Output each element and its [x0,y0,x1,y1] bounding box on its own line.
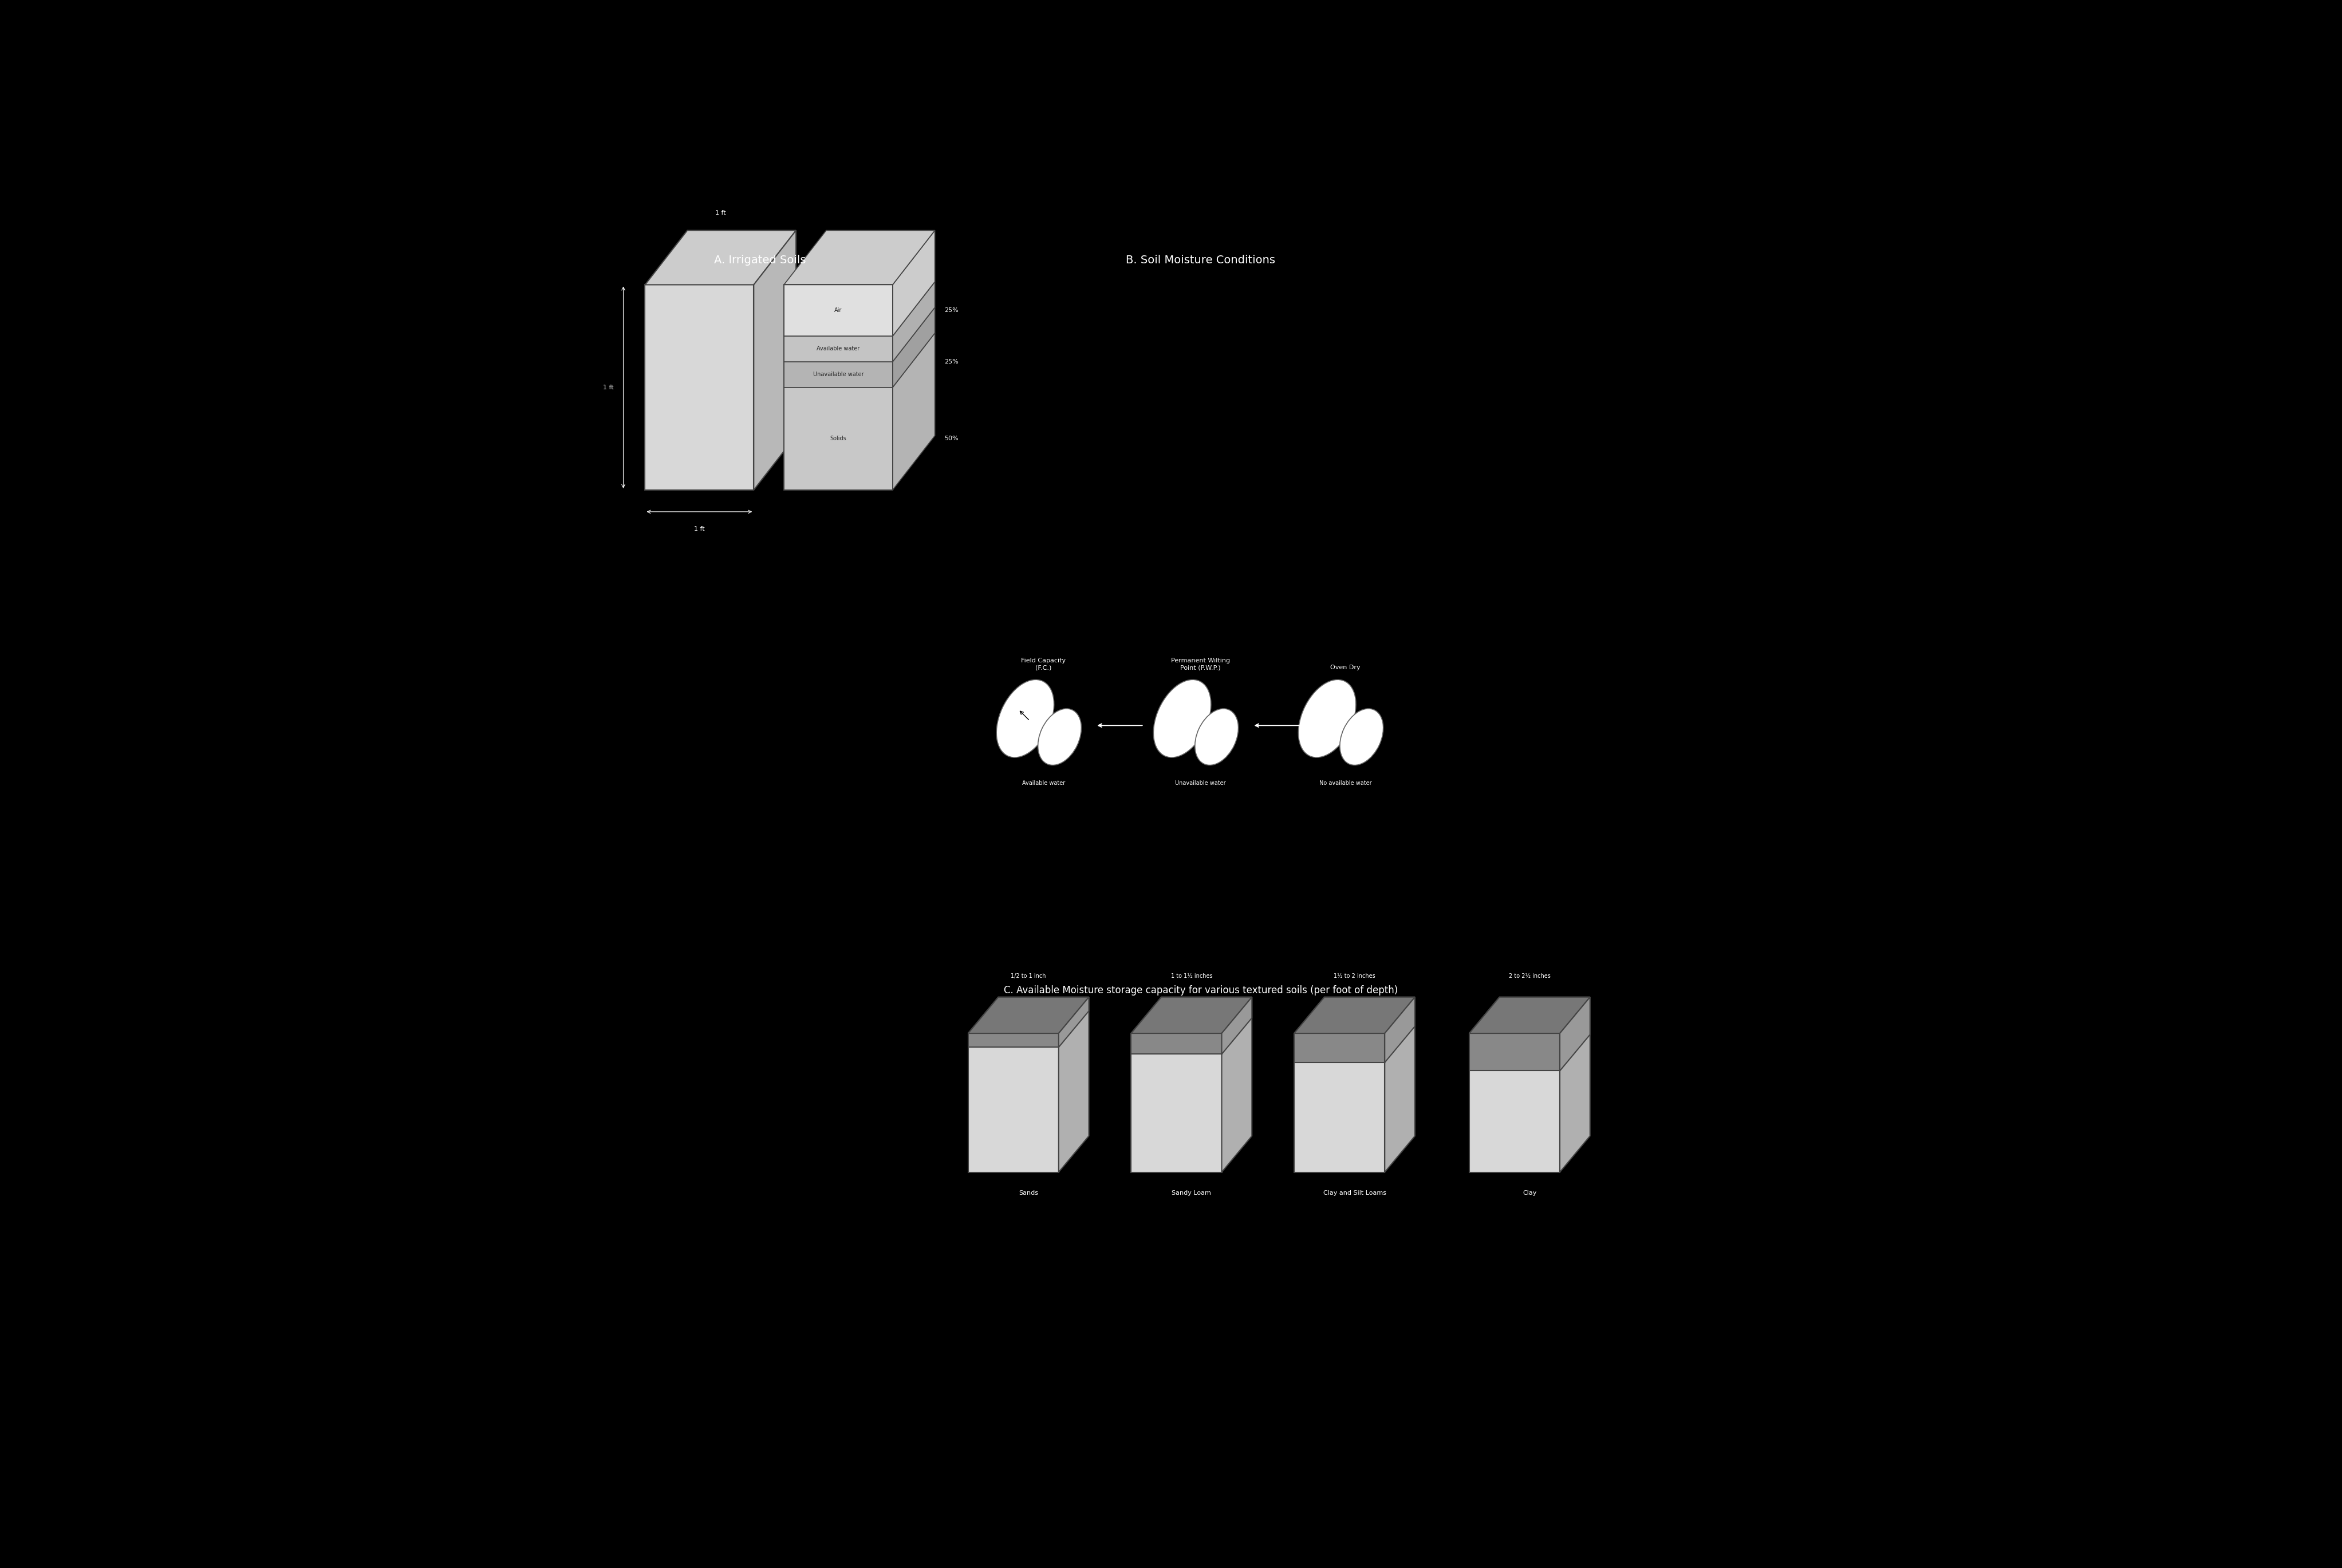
Polygon shape [785,285,892,336]
Text: C. Available Moisture storage capacity for various textured soils (per foot of d: C. Available Moisture storage capacity f… [1002,985,1398,996]
Polygon shape [967,1033,1059,1047]
Polygon shape [1384,997,1415,1063]
Text: 1 ft: 1 ft [714,210,726,216]
Text: No available water: No available water [1319,781,1372,786]
Polygon shape [967,1033,1059,1173]
Polygon shape [892,230,934,336]
Polygon shape [785,387,892,489]
Polygon shape [1468,1033,1560,1071]
Polygon shape [892,282,934,362]
Polygon shape [644,285,754,489]
Polygon shape [1560,997,1590,1173]
Text: 2 to 2½ inches: 2 to 2½ inches [1508,974,1550,978]
Polygon shape [1293,1033,1384,1173]
Polygon shape [967,997,1089,1033]
Ellipse shape [1297,679,1356,757]
Polygon shape [1293,997,1415,1033]
Polygon shape [1131,1033,1223,1054]
Polygon shape [785,336,892,362]
Text: 50%: 50% [944,436,958,442]
Text: Solids: Solids [829,436,845,442]
Polygon shape [1131,997,1251,1033]
Polygon shape [967,997,1089,1033]
Text: Sandy Loam: Sandy Loam [1171,1190,1211,1196]
Ellipse shape [1340,709,1382,765]
Polygon shape [892,307,934,387]
Polygon shape [892,332,934,489]
Ellipse shape [1194,709,1239,765]
Polygon shape [1131,997,1251,1033]
Text: Available water: Available water [1021,781,1066,786]
Polygon shape [644,230,796,285]
Polygon shape [785,362,892,387]
Text: 1 ft: 1 ft [602,384,614,390]
Text: Permanent Wilting
Point (P.W.P.): Permanent Wilting Point (P.W.P.) [1171,659,1230,671]
Polygon shape [1468,1033,1560,1173]
Polygon shape [1131,1033,1223,1173]
Text: Oven Dry: Oven Dry [1330,665,1361,671]
Polygon shape [1384,997,1415,1173]
Text: 1 to 1½ inches: 1 to 1½ inches [1171,974,1213,978]
Text: Clay: Clay [1522,1190,1536,1196]
Polygon shape [1223,997,1251,1054]
Polygon shape [754,230,796,489]
Text: 1½ to 2 inches: 1½ to 2 inches [1333,974,1375,978]
Text: 1 ft: 1 ft [693,527,705,532]
Polygon shape [1223,997,1251,1173]
Polygon shape [1293,997,1415,1033]
Text: Clay and Silt Loams: Clay and Silt Loams [1323,1190,1386,1196]
Text: 25%: 25% [944,359,958,365]
Polygon shape [785,230,934,285]
Text: Unavailable water: Unavailable water [813,372,864,378]
Text: 1/2 to 1 inch: 1/2 to 1 inch [1012,974,1047,978]
Text: A. Irrigated Soils: A. Irrigated Soils [714,254,806,265]
Text: 25%: 25% [944,307,958,314]
Text: Field Capacity
(F.C.): Field Capacity (F.C.) [1021,659,1066,671]
Polygon shape [1059,997,1089,1047]
Text: Available water: Available water [817,347,860,351]
Text: Air: Air [834,307,841,314]
Polygon shape [1560,997,1590,1071]
Ellipse shape [1038,709,1082,765]
Polygon shape [1468,997,1590,1033]
Polygon shape [1293,1033,1384,1063]
Text: Sands: Sands [1019,1190,1038,1196]
Polygon shape [1059,997,1089,1173]
Text: B. Soil Moisture Conditions: B. Soil Moisture Conditions [1127,254,1274,265]
Ellipse shape [995,679,1054,757]
Polygon shape [1468,997,1590,1033]
Ellipse shape [1152,679,1211,757]
Text: Unavailable water: Unavailable water [1176,781,1225,786]
